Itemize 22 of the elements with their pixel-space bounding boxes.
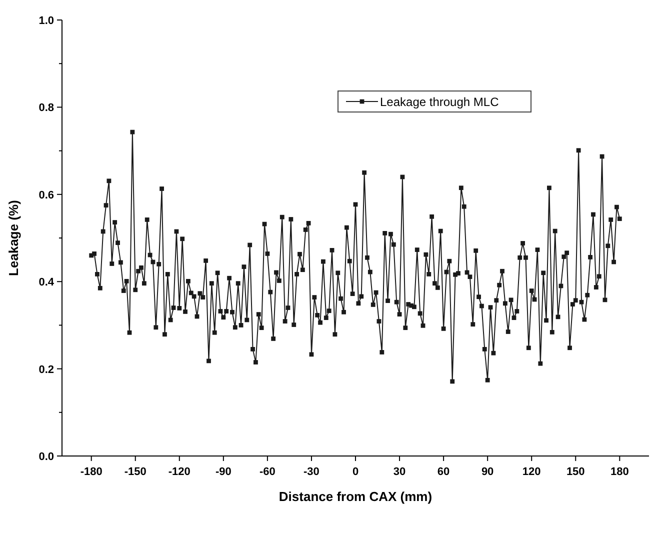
- x-tick-label: -60: [259, 466, 276, 478]
- x-tick-label: -150: [124, 466, 146, 478]
- x-tick-label: 180: [610, 466, 629, 478]
- y-tick-label: 0.4: [38, 276, 55, 289]
- y-tick-label: 1.0: [38, 15, 54, 27]
- x-tick-label: -30: [304, 466, 320, 478]
- legend-label: Leakage through MLC: [380, 95, 500, 109]
- y-tick-label: 0.2: [38, 364, 54, 376]
- x-tick-label: 0: [352, 466, 359, 478]
- y-tick-label: 0.0: [38, 451, 54, 463]
- y-tick-label: 0.6: [38, 189, 54, 202]
- x-tick-label: 90: [481, 466, 494, 478]
- y-tick-label: 0.8: [38, 102, 54, 114]
- x-tick-label: 150: [566, 466, 585, 478]
- x-tick-label: 30: [393, 466, 406, 478]
- x-tick-label: 60: [437, 466, 450, 478]
- x-tick-label: -180: [80, 466, 102, 478]
- x-tick-label: -120: [168, 466, 190, 478]
- x-axis-title: Distance from CAX (mm): [278, 489, 432, 504]
- x-tick-label: -90: [215, 466, 232, 478]
- x-tick-label: 120: [522, 466, 541, 478]
- y-axis-title: Leakage (%): [6, 200, 21, 276]
